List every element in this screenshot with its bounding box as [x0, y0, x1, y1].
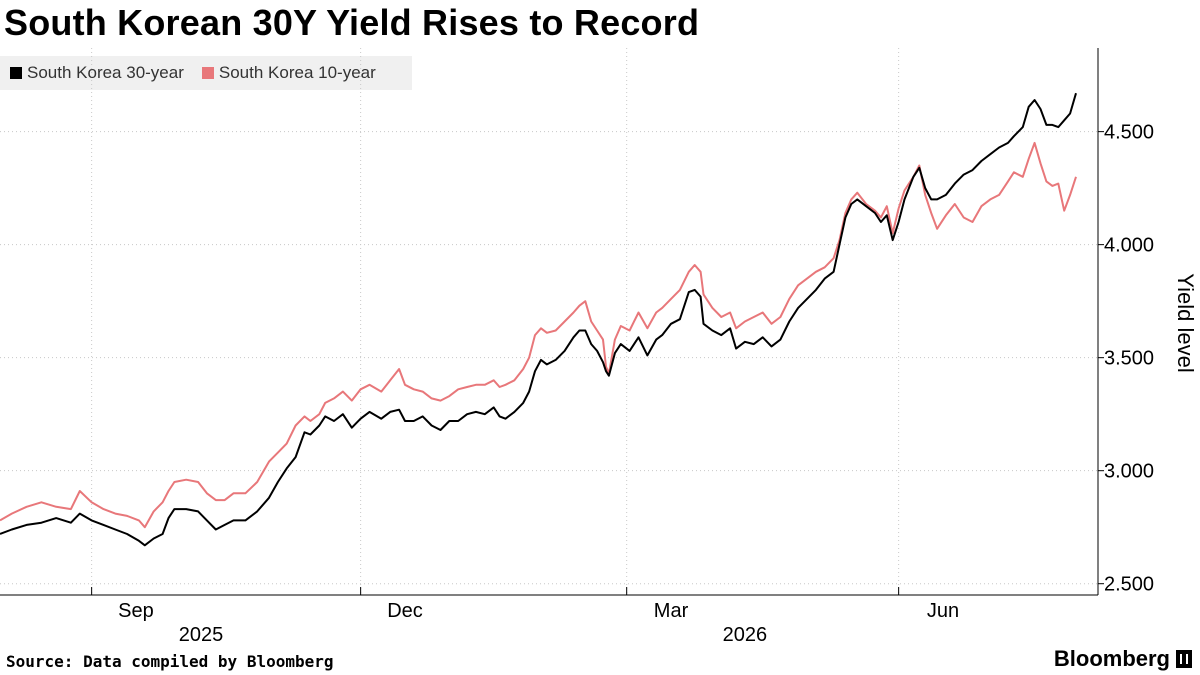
legend: South Korea 30-year South Korea 10-year — [0, 56, 412, 90]
bloomberg-icon — [1176, 650, 1192, 668]
x-tick-label: Jun — [927, 600, 959, 622]
source-note: Source: Data compiled by Bloomberg — [6, 652, 334, 671]
legend-item-30y: South Korea 30-year — [10, 63, 184, 83]
legend-label-30y: South Korea 30-year — [27, 63, 184, 82]
y-tick-label: 3.000 — [1104, 461, 1154, 483]
series-line-10y — [0, 141, 1077, 529]
axes: 2.500 3.000 3.500 4.000 4.500 Sep Dec Mar Jun 202… — [0, 48, 1154, 646]
brand-logo: Bloomberg — [1054, 646, 1192, 672]
y-tick-label: 2.500 — [1104, 574, 1154, 596]
chart-title: South Korean 30Y Yield Rises to Record — [4, 2, 700, 43]
x-tick-label: Mar — [654, 600, 689, 622]
y-tick-label: 4.000 — [1104, 235, 1154, 257]
legend-item-10y: South Korea 10-year — [201, 63, 376, 83]
x-tick-label: Sep — [118, 600, 154, 622]
y-tick-label: 4.500 — [1104, 122, 1154, 144]
x-year-label: 2025 — [179, 624, 224, 646]
legend-label-10y: South Korea 10-year — [218, 63, 376, 82]
series-lines — [0, 92, 1077, 547]
x-year-label: 2026 — [723, 624, 768, 646]
y-tick-label: 3.500 — [1104, 348, 1154, 370]
series-line-30y — [0, 92, 1077, 547]
y-axis-label: Yield level — [1173, 273, 1198, 372]
legend-swatch-30y — [10, 67, 22, 79]
legend-swatch-10y — [201, 67, 214, 79]
brand-wordmark: Bloomberg — [1053, 646, 1170, 671]
gridlines — [0, 48, 1098, 595]
x-tick-label: Dec — [387, 600, 423, 622]
